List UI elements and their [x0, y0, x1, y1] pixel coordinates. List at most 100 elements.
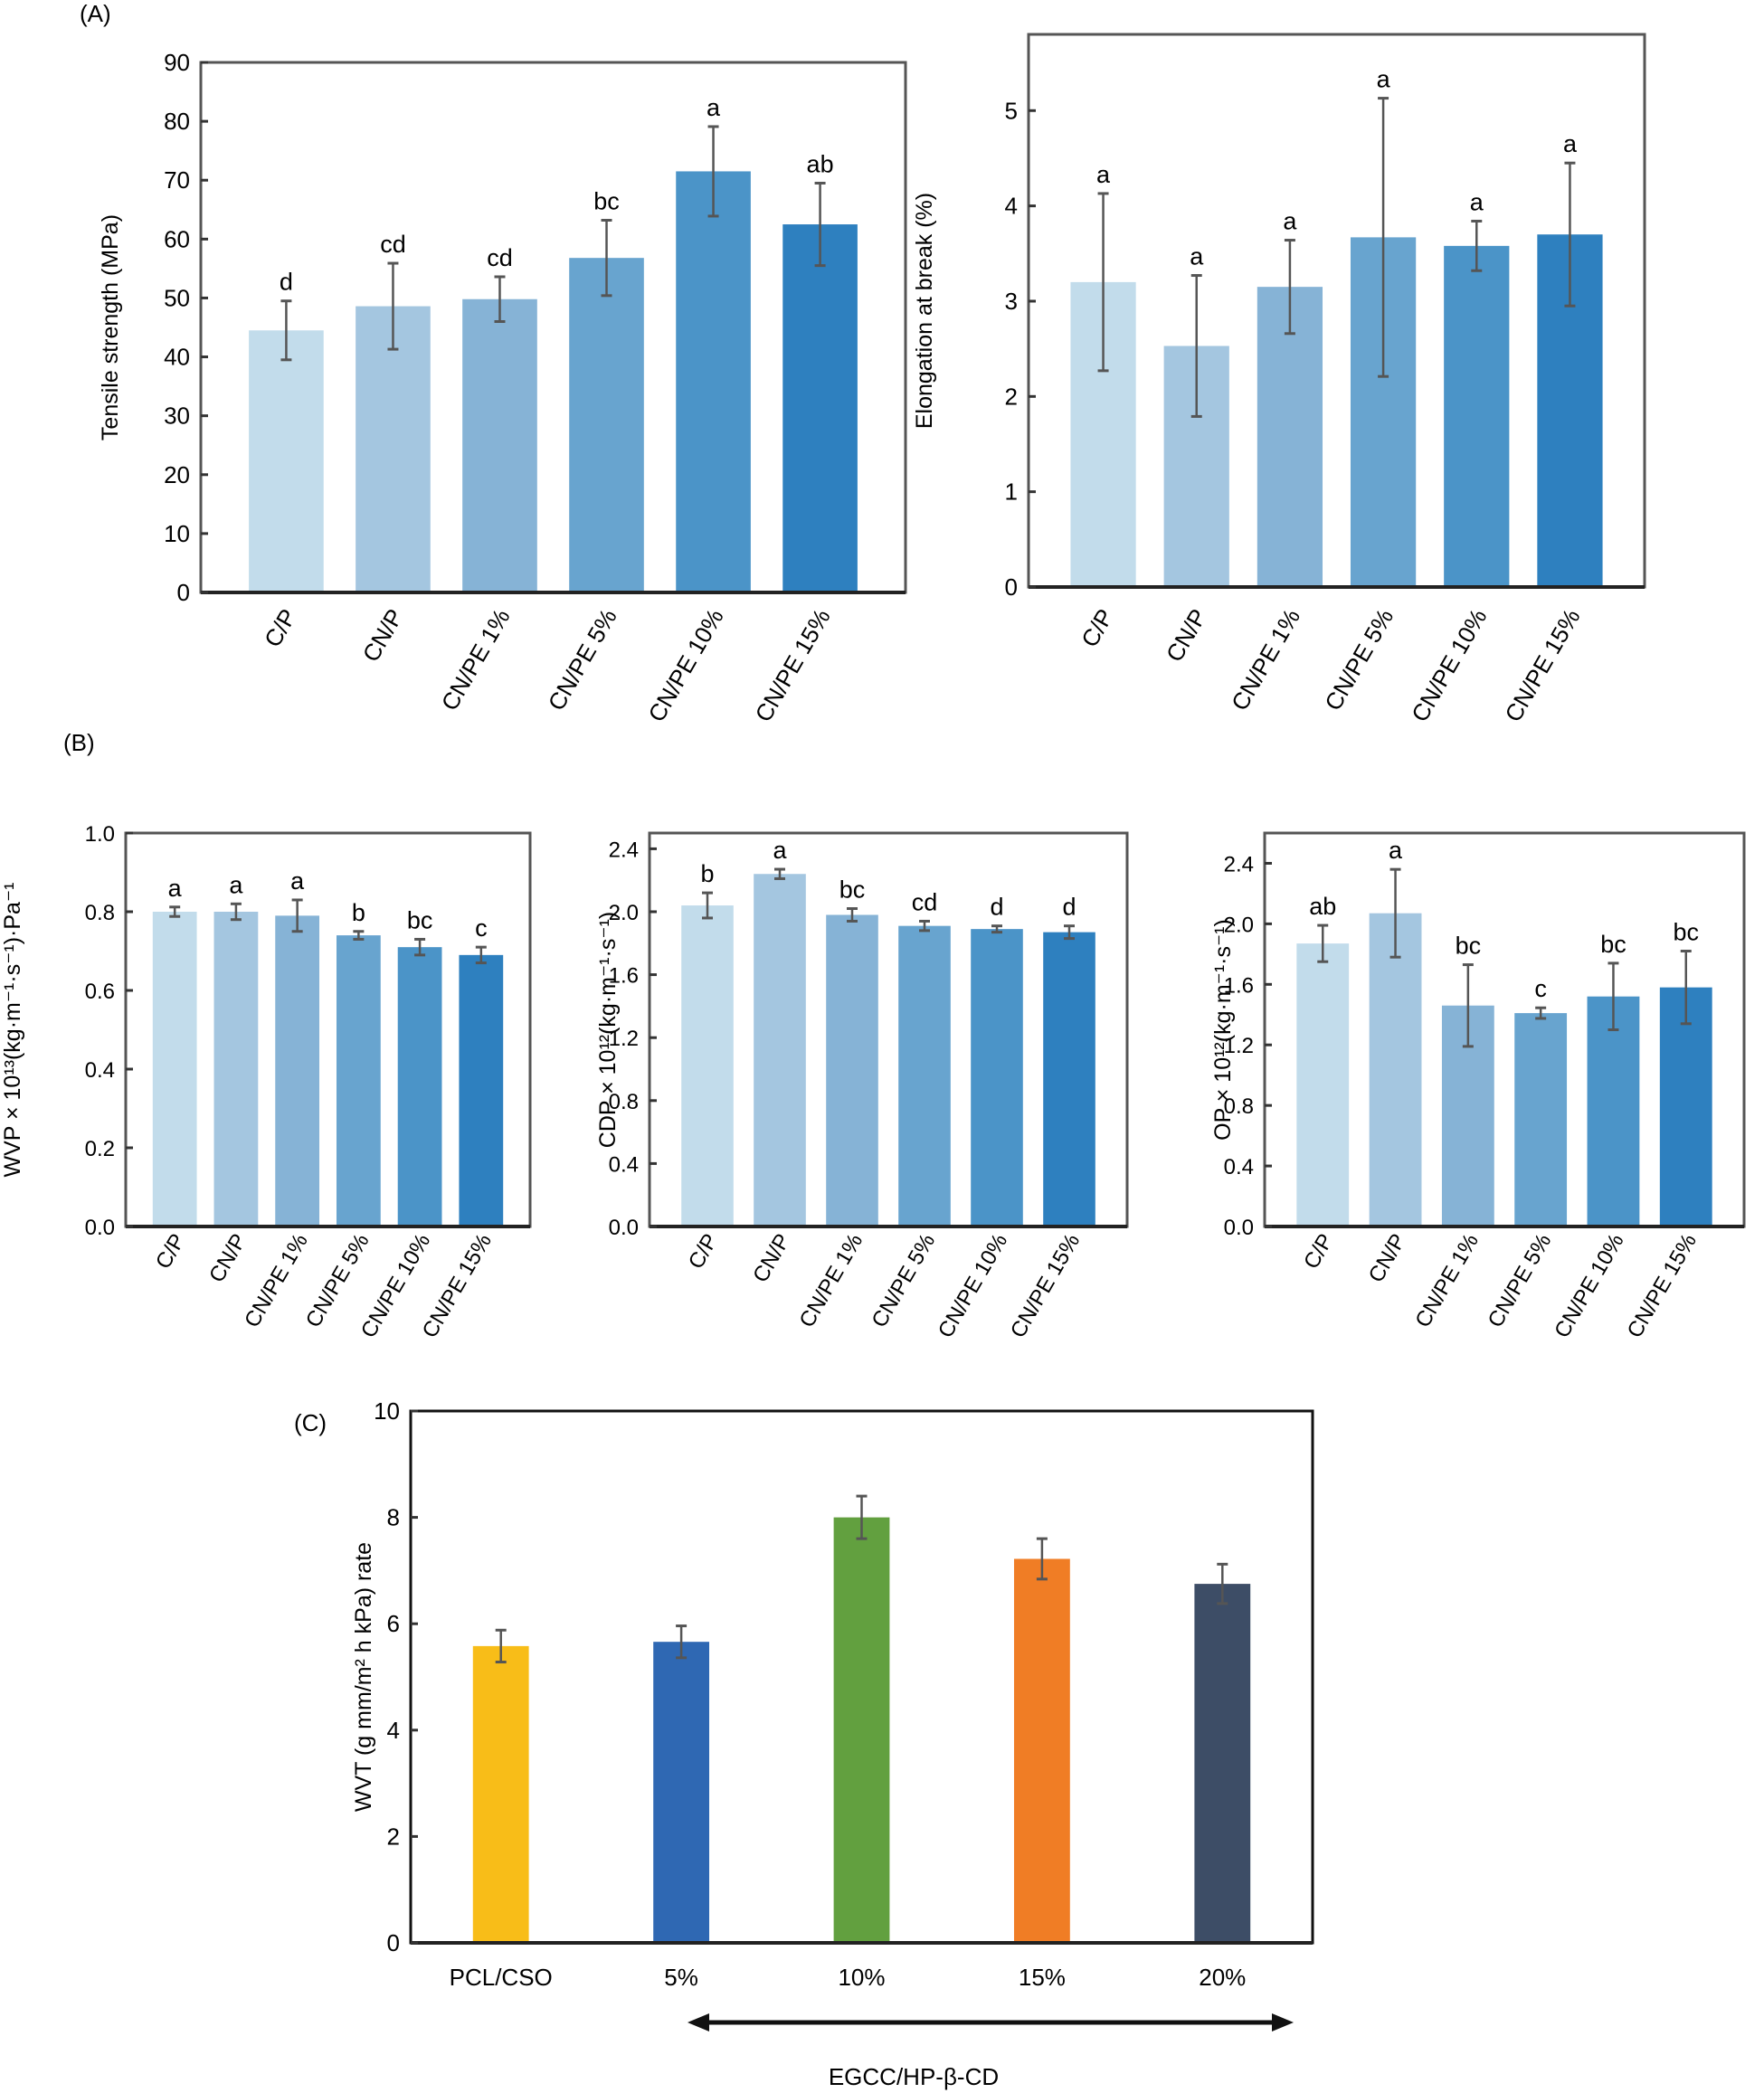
bar-cdp-5 [1043, 932, 1095, 1226]
error-bar-tensile-3 [601, 218, 612, 298]
significance-label: bc [839, 876, 866, 904]
error-bar-op-3 [1535, 1006, 1547, 1020]
bar-wvp-2 [275, 915, 320, 1226]
x-tick-label: CN/PE 10% [642, 604, 728, 726]
significance-label: a [773, 837, 787, 864]
significance-label: d [990, 894, 1003, 921]
error-bar-cdp-2 [847, 907, 858, 923]
y-tick-label: 0.4 [1224, 1155, 1254, 1179]
y-tick-label: 30 [164, 402, 190, 430]
y-tick-label: 2 [387, 1823, 400, 1850]
y-tick-label: 70 [164, 166, 190, 194]
bar-wvp-0 [152, 912, 197, 1226]
significance-label: bc [407, 906, 433, 933]
y-tick-label: 1.6 [609, 964, 639, 989]
x-tick-label: CN/P [204, 1230, 251, 1287]
bar-tensile-3 [569, 258, 644, 592]
y-tick-label: 8 [387, 1504, 400, 1531]
y-tick-label: 0.6 [85, 980, 115, 1004]
y-axis-title: WVP × 10¹³(kg·m⁻¹·s⁻¹)·Pa⁻¹ [0, 883, 25, 1178]
error-bar-op-1 [1389, 867, 1401, 959]
x-tick-label: C/P [259, 604, 302, 652]
significance-label: d [280, 269, 293, 296]
chart-elongation-at-break: a C/P a CN/P a CN/PE 1% a CN/PE 5% a CN/PE 10% a CN… [912, 33, 1646, 726]
error-bar-elongation-2 [1284, 239, 1295, 336]
y-axis-title: WVT (g mm/m² h kPa) rate [351, 1542, 376, 1812]
significance-label: a [1190, 243, 1204, 270]
x-tick-label: 5% [664, 1964, 698, 1991]
x-tick-label: CN/PE 5% [1484, 1230, 1557, 1332]
x-tick-label: PCL/CSO [450, 1964, 553, 1991]
x-tick-label: CN/PE 15% [1623, 1230, 1702, 1342]
bar-cdp-0 [681, 905, 734, 1226]
bar-wvt-1 [653, 1642, 710, 1943]
x-tick-label: CN/PE 1% [1226, 604, 1305, 715]
x-tick-label: CN/PE 1% [794, 1230, 868, 1332]
bar-cdp-3 [898, 925, 951, 1226]
bar-wvt-3 [1013, 1558, 1070, 1943]
y-tick-label: 1 [1005, 478, 1018, 506]
x-tick-label: CN/PE 5% [1319, 604, 1399, 715]
x-tick-label: C/P [684, 1230, 723, 1274]
significance-label: b [700, 860, 714, 887]
error-bar-wvp-5 [475, 945, 487, 965]
error-bar-tensile-5 [814, 181, 826, 268]
error-bar-tensile-2 [494, 275, 506, 323]
bar-wvt-0 [472, 1645, 529, 1943]
x-tick-label: 10% [838, 1964, 885, 1991]
significance-label: a [1283, 208, 1297, 235]
x-tick-label: C/P [151, 1230, 190, 1274]
bar-tensile-4 [676, 171, 751, 592]
error-bar-wvp-1 [230, 902, 242, 922]
error-bar-wvt-2 [856, 1494, 868, 1540]
bar-elongation-2 [1257, 287, 1323, 587]
significance-label: bc [1673, 919, 1699, 946]
error-bar-elongation-3 [1378, 97, 1389, 378]
x-tick-label: CN/P [1161, 604, 1212, 667]
error-bar-cdp-4 [991, 924, 1002, 934]
y-tick-label: 10 [374, 1397, 400, 1425]
error-bar-elongation-0 [1097, 192, 1109, 373]
x-tick-label: CN/PE 15% [749, 604, 835, 726]
significance-label: a [1096, 161, 1111, 188]
x-tick-label: CN/PE 10% [1406, 604, 1492, 726]
bar-wvt-2 [833, 1517, 890, 1943]
bar-op-0 [1296, 943, 1350, 1226]
bar-wvp-4 [397, 947, 442, 1226]
significance-label: bc [1456, 933, 1482, 960]
bar-tensile-2 [462, 298, 537, 592]
bar-wvp-3 [336, 935, 381, 1226]
y-axis-title: CDP × 10¹²(kg·m⁻¹·s⁻¹) [595, 912, 621, 1148]
error-bar-tensile-0 [280, 299, 292, 362]
y-tick-label: 50 [164, 284, 190, 311]
significance-label: cd [380, 231, 406, 258]
error-bar-elongation-4 [1471, 219, 1483, 272]
chart-wvt: PCL/CSO 5% 10% 15% 20% 0 2 4 6 8 10 WVT (g mm/m² h … [351, 1397, 1314, 1991]
significance-label: a [1377, 66, 1391, 93]
y-tick-label: 0.0 [609, 1216, 639, 1240]
y-tick-label: 1.0 [85, 822, 115, 847]
error-bar-cdp-5 [1064, 924, 1075, 941]
bar-op-5 [1659, 987, 1712, 1226]
error-bar-op-2 [1462, 963, 1474, 1048]
significance-label: a [1389, 837, 1403, 864]
bar-tensile-5 [782, 224, 858, 593]
y-tick-label: 1.2 [609, 1027, 639, 1051]
error-bar-tensile-4 [707, 125, 719, 218]
y-tick-label: 0.8 [609, 1090, 639, 1114]
y-axis-title: Elongation at break (%) [912, 193, 937, 429]
x-tick-label: CN/P [357, 604, 409, 667]
y-tick-label: 0.8 [85, 901, 115, 925]
error-bar-wvp-3 [353, 930, 365, 941]
x-tick-label: CN/PE 5% [867, 1230, 940, 1332]
significance-label: a [707, 94, 721, 121]
error-bar-cdp-1 [774, 867, 785, 880]
error-bar-wvt-0 [495, 1628, 507, 1664]
error-bar-op-4 [1608, 961, 1619, 1031]
y-tick-label: 0.4 [609, 1152, 639, 1177]
error-bar-op-0 [1317, 923, 1329, 963]
y-tick-label: 1.6 [1224, 973, 1254, 998]
y-tick-label: 0 [177, 579, 190, 606]
